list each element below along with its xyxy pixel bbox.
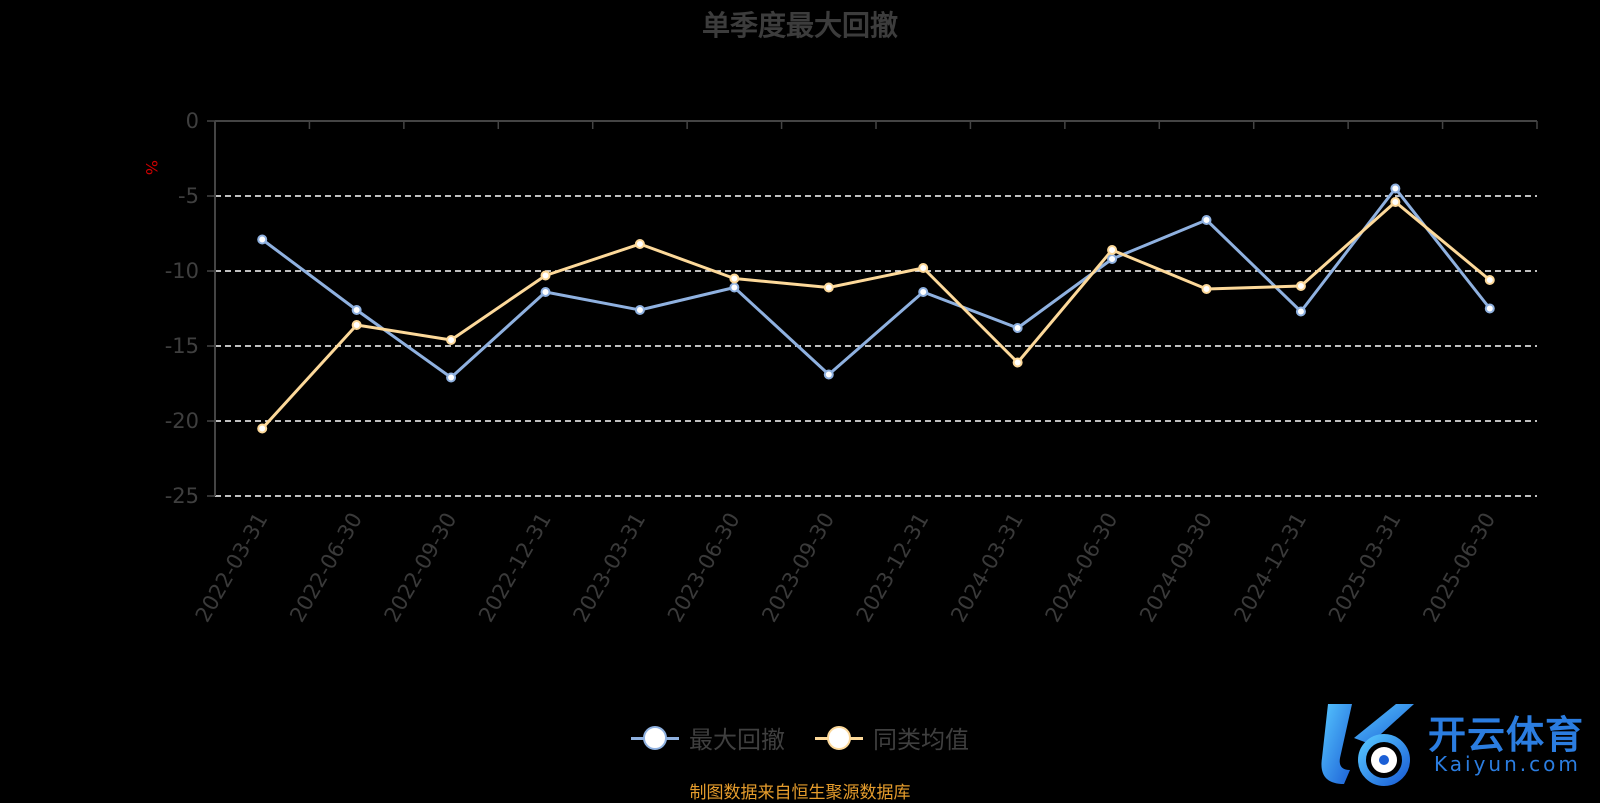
x-tick-label: 2022-06-30 (285, 509, 367, 627)
series-0-point[interactable] (1484, 303, 1495, 314)
series-1-point[interactable] (446, 335, 457, 345)
chart-title: 单季度最大回撤 (701, 9, 898, 42)
x-tick-label: 2022-09-30 (380, 508, 462, 626)
y-tick-label: -20 (165, 409, 199, 433)
x-tick-label: 2024-06-30 (1041, 509, 1123, 627)
series-0-point[interactable] (540, 287, 551, 297)
series-1-point[interactable] (351, 320, 362, 330)
series-1-point[interactable] (1107, 245, 1118, 255)
x-tick-label: 2023-12-31 (852, 509, 934, 627)
legend-item-peer-average[interactable]: 同类均值 (815, 720, 969, 755)
data-source-note: 制图数据来自恒生聚源数据库 (689, 783, 911, 803)
series-1-point[interactable] (1484, 275, 1495, 285)
series-line-1 (261, 200, 1491, 430)
series-1-point[interactable] (1012, 357, 1023, 368)
x-tick-label: 2022-03-31 (191, 509, 273, 627)
legend-label-drawdown: 最大回撤 (689, 726, 785, 754)
x-tick-label: 2023-06-30 (663, 509, 745, 627)
x-tick-label: 2023-03-31 (568, 509, 650, 627)
series-1-point[interactable] (918, 263, 929, 273)
series-1-point[interactable] (634, 239, 645, 249)
kaiyun-watermark-logo: 开云体育 Kaiyun.com (1310, 698, 1590, 790)
legend: 最大回撤 同类均值 (0, 720, 1600, 755)
x-tick-label: 2024-03-31 (946, 508, 1028, 626)
line-chart: 0-5-10-15-20-25 2022-03-31 2022-06-30 2022… (142, 109, 1538, 626)
legend-label-peer-average: 同类均值 (873, 726, 969, 754)
y-tick-labels: 0 -5 -10 -15 -20 -25 (165, 109, 199, 508)
series-0-point[interactable] (918, 287, 929, 297)
series-0-point[interactable] (634, 305, 645, 315)
x-tick-label: 2024-09-30 (1135, 509, 1217, 627)
series-1-point[interactable] (257, 423, 268, 434)
series-0-point[interactable] (1012, 323, 1023, 333)
series-1-point[interactable] (823, 282, 834, 293)
series-1-point[interactable] (1390, 197, 1401, 207)
y-tick-label: -25 (165, 484, 199, 508)
x-tick-label: 2023-09-30 (757, 509, 839, 627)
y-tick-label: -10 (165, 259, 199, 283)
axes (207, 120, 1538, 497)
series-0-point[interactable] (1390, 183, 1401, 194)
y-axis-label: % (142, 160, 161, 175)
x-tick-labels: 2022-03-31 2022-06-30 2022-09-30 2022-12-31… (191, 508, 1500, 626)
series-1-point[interactable] (729, 273, 740, 284)
y-tick-label: 0 (186, 109, 199, 133)
series-1-point[interactable] (540, 270, 551, 281)
legend-swatch-peer-average (815, 725, 863, 750)
series-lines (257, 183, 1495, 434)
legend-item-drawdown[interactable]: 最大回撤 (631, 720, 785, 755)
x-tick-label: 2025-06-30 (1418, 509, 1500, 627)
series-0-point[interactable] (823, 369, 834, 380)
series-0-point[interactable] (1107, 254, 1118, 264)
series-0-point[interactable] (1295, 306, 1306, 317)
series-0-point[interactable] (257, 234, 268, 245)
grid-lines (215, 195, 1537, 497)
legend-swatch-drawdown (631, 725, 679, 750)
watermark-text-cn: 开云体育 (1428, 713, 1585, 757)
series-0-point[interactable] (446, 372, 457, 383)
series-line-0 (261, 187, 1491, 379)
series-1-point[interactable] (1295, 281, 1306, 291)
watermark-text-en: Kaiyun.com (1434, 752, 1581, 776)
series-1-point[interactable] (1201, 284, 1212, 294)
kaiyun-logo-icon (1321, 704, 1414, 786)
series-0-point[interactable] (1201, 215, 1212, 225)
y-tick-label: -15 (165, 334, 199, 358)
x-tick-label: 2025-03-31 (1324, 509, 1406, 627)
x-tick-label: 2022-12-31 (474, 509, 556, 627)
series-0-point[interactable] (351, 305, 362, 315)
series-0-point[interactable] (729, 282, 740, 293)
x-tick-label: 2024-12-31 (1229, 509, 1311, 627)
y-tick-label: -5 (178, 184, 199, 208)
